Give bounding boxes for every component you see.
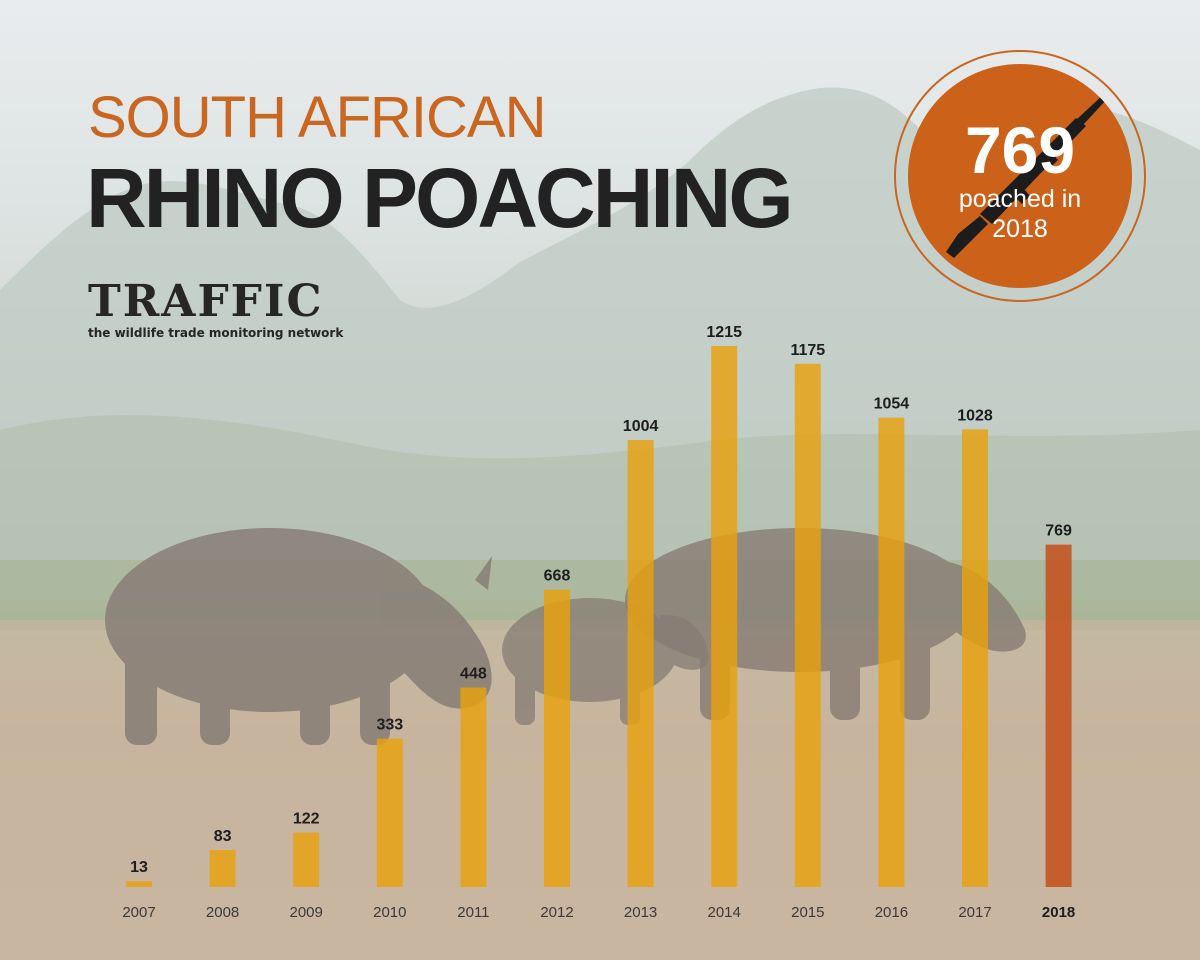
bar-value-label-2012: 668: [544, 568, 571, 585]
bar-value-label-2015: 1175: [790, 342, 825, 359]
x-tick-label-2013: 2013: [624, 904, 657, 921]
x-tick-label-2017: 2017: [958, 904, 991, 921]
bar-value-label-2008: 83: [214, 828, 232, 845]
x-tick-label-2014: 2014: [708, 904, 741, 921]
bar-value-label-2011: 448: [460, 666, 487, 683]
bar-2012: [544, 589, 570, 887]
badge-caption-line2: 2018: [992, 215, 1048, 243]
x-tick-label-2009: 2009: [290, 904, 323, 921]
poached-badge: 769 poached in 2018: [908, 64, 1132, 288]
bar-2010: [376, 738, 403, 887]
bar-2008: [209, 850, 236, 887]
x-tick-label-2018: 2018: [1042, 904, 1075, 921]
x-tick-label-2015: 2015: [791, 904, 824, 921]
bar-2018: [1045, 544, 1072, 887]
x-tick-label-2007: 2007: [122, 904, 155, 921]
bar-2014: [711, 346, 738, 887]
title-line-south-african: SOUTH AFRICAN: [88, 85, 546, 150]
title-line-rhino-poaching: RHINO POACHING: [86, 151, 794, 245]
bar-value-label-2013: 1004: [623, 418, 659, 435]
rhino-large-left: [105, 528, 492, 745]
traffic-logo: TRAFFIC: [88, 276, 324, 327]
badge-value: 769: [964, 113, 1076, 187]
traffic-tagline: the wildlife trade monitoring network: [88, 326, 344, 340]
rifle-icon: [946, 94, 1108, 258]
bar-value-label-2018: 769: [1045, 523, 1072, 540]
bar-2009: [293, 832, 320, 887]
badge-caption: poached in 2018: [908, 184, 1132, 244]
bar-value-label-2014: 1215: [706, 324, 742, 341]
bar-2007: [126, 881, 152, 887]
bar-value-label-2007: 13: [130, 859, 148, 876]
x-tick-label-2008: 2008: [206, 904, 239, 921]
bar-2011: [460, 687, 487, 887]
x-tick-label-2012: 2012: [540, 904, 573, 921]
x-tick-label-2011: 2011: [457, 904, 489, 921]
x-tick-label-2010: 2010: [373, 904, 406, 921]
bar-2015: [794, 363, 821, 887]
bar-value-label-2010: 333: [376, 717, 403, 734]
bar-2016: [878, 417, 905, 887]
bar-value-label-2017: 1028: [957, 407, 993, 424]
bar-value-label-2009: 122: [293, 811, 320, 828]
badge-ring: [894, 50, 1146, 302]
bar-2017: [962, 429, 988, 887]
x-tick-label-2016: 2016: [875, 904, 908, 921]
badge-caption-line1: poached in: [958, 185, 1082, 213]
bar-2013: [627, 440, 654, 887]
bar-value-label-2016: 1054: [874, 396, 910, 413]
